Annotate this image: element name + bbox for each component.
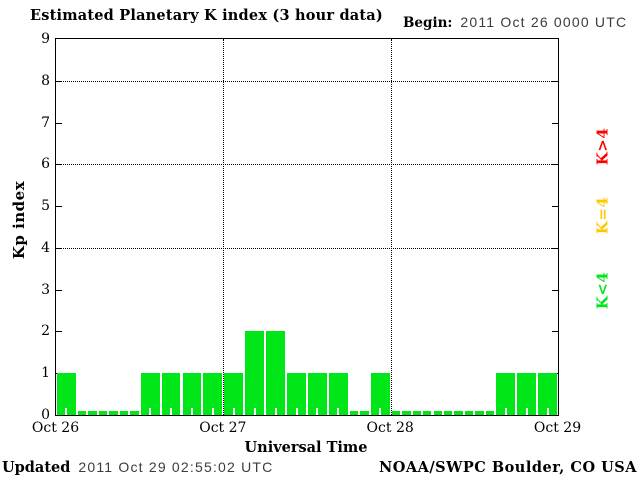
y-axis-title: Kp index xyxy=(10,180,28,260)
bar-tick xyxy=(211,408,214,415)
begin-label: Begin: xyxy=(403,15,453,31)
kp-bar xyxy=(287,373,306,415)
kp-bar xyxy=(140,373,160,415)
kp-bar xyxy=(538,373,557,415)
axis-tick-left xyxy=(56,289,62,291)
updated-value: 2011 Oct 29 02:55:02 UTC xyxy=(78,459,274,475)
kp-bar xyxy=(203,373,223,415)
axis-tick-right xyxy=(552,122,558,124)
kp-bar xyxy=(266,331,286,415)
kp-bar xyxy=(517,373,537,415)
y-tick-label: 2 xyxy=(41,323,50,340)
legend-item: K=4 xyxy=(593,196,612,235)
h-gridline-kp4 xyxy=(56,247,558,249)
y-tick-label: 7 xyxy=(41,114,50,131)
bar-tick xyxy=(525,408,528,415)
x-tick-label: Oct 27 xyxy=(199,420,247,436)
chart-title: Estimated Planetary K index (3 hour data… xyxy=(30,7,383,24)
bar-tick xyxy=(274,408,277,415)
begin-info: Begin: 2011 Oct 26 0000 UTC xyxy=(403,14,627,31)
legend-item: K<4 xyxy=(593,271,612,310)
bar-tick xyxy=(128,408,131,415)
kp-bar xyxy=(370,373,390,415)
y-tick-label: 0 xyxy=(41,407,50,423)
bar-tick xyxy=(337,408,340,415)
kp-bar xyxy=(308,373,327,415)
axis-tick-left xyxy=(56,80,62,82)
axis-tick-right xyxy=(552,206,558,208)
bar-tick xyxy=(232,408,235,415)
kp-bar xyxy=(161,373,181,415)
bar-tick xyxy=(107,408,110,415)
kp-bar xyxy=(328,373,348,415)
axis-tick-right xyxy=(552,164,558,166)
bar-tick xyxy=(316,408,319,415)
bar-tick xyxy=(421,408,424,415)
axis-tick-left xyxy=(56,164,62,166)
bar-tick xyxy=(253,408,256,415)
bar-tick xyxy=(462,408,465,415)
h-gridline-kp8 xyxy=(56,80,558,82)
bar-tick xyxy=(190,408,193,415)
axis-tick-left xyxy=(56,247,62,249)
bar-tick xyxy=(149,408,152,415)
updated-timestamp: Updated 2011 Oct 29 02:55:02 UTC xyxy=(2,459,273,476)
bar-tick xyxy=(170,408,173,415)
bar-tick xyxy=(483,408,486,415)
axis-tick-left xyxy=(56,331,62,333)
x-tick-label: Oct 28 xyxy=(366,420,414,436)
plot-area xyxy=(55,38,559,416)
x-axis-title: Universal Time xyxy=(244,439,368,456)
axis-tick-right xyxy=(552,289,558,291)
axis-tick-right xyxy=(552,247,558,249)
kp-bar xyxy=(224,373,244,415)
kp-bar xyxy=(496,373,516,415)
bar-tick xyxy=(546,408,549,415)
source-credit: NOAA/SWPC Boulder, CO USA xyxy=(378,459,637,476)
y-tick-label: 9 xyxy=(41,31,50,47)
kp-bar xyxy=(245,331,265,415)
v-gridline-day1 xyxy=(223,39,225,415)
bar-tick xyxy=(441,408,444,415)
bar-tick xyxy=(400,408,403,415)
begin-value: 2011 Oct 26 0000 UTC xyxy=(460,14,628,30)
bar-tick xyxy=(86,408,89,415)
bar-tick xyxy=(65,408,68,415)
axis-tick-left xyxy=(56,206,62,208)
bar-tick xyxy=(295,408,298,415)
v-gridline-day2 xyxy=(390,39,392,415)
legend-item: K>4 xyxy=(593,127,612,166)
axis-tick-right xyxy=(552,80,558,82)
kp-bar xyxy=(182,373,202,415)
x-tick-label: Oct 26 xyxy=(31,420,80,436)
kp-bar xyxy=(57,373,76,415)
y-tick-label: 8 xyxy=(41,72,50,89)
y-tick-label: 1 xyxy=(41,365,50,382)
updated-label: Updated xyxy=(2,459,71,476)
bar-tick xyxy=(504,408,507,415)
axis-tick-right xyxy=(552,331,558,333)
bar-tick xyxy=(358,408,361,415)
axis-tick-left xyxy=(56,122,62,124)
h-gridline-kp6 xyxy=(56,164,558,166)
bar-tick xyxy=(379,408,382,415)
y-tick-label: 3 xyxy=(41,281,50,298)
x-tick-label: Oct 29 xyxy=(533,420,582,436)
